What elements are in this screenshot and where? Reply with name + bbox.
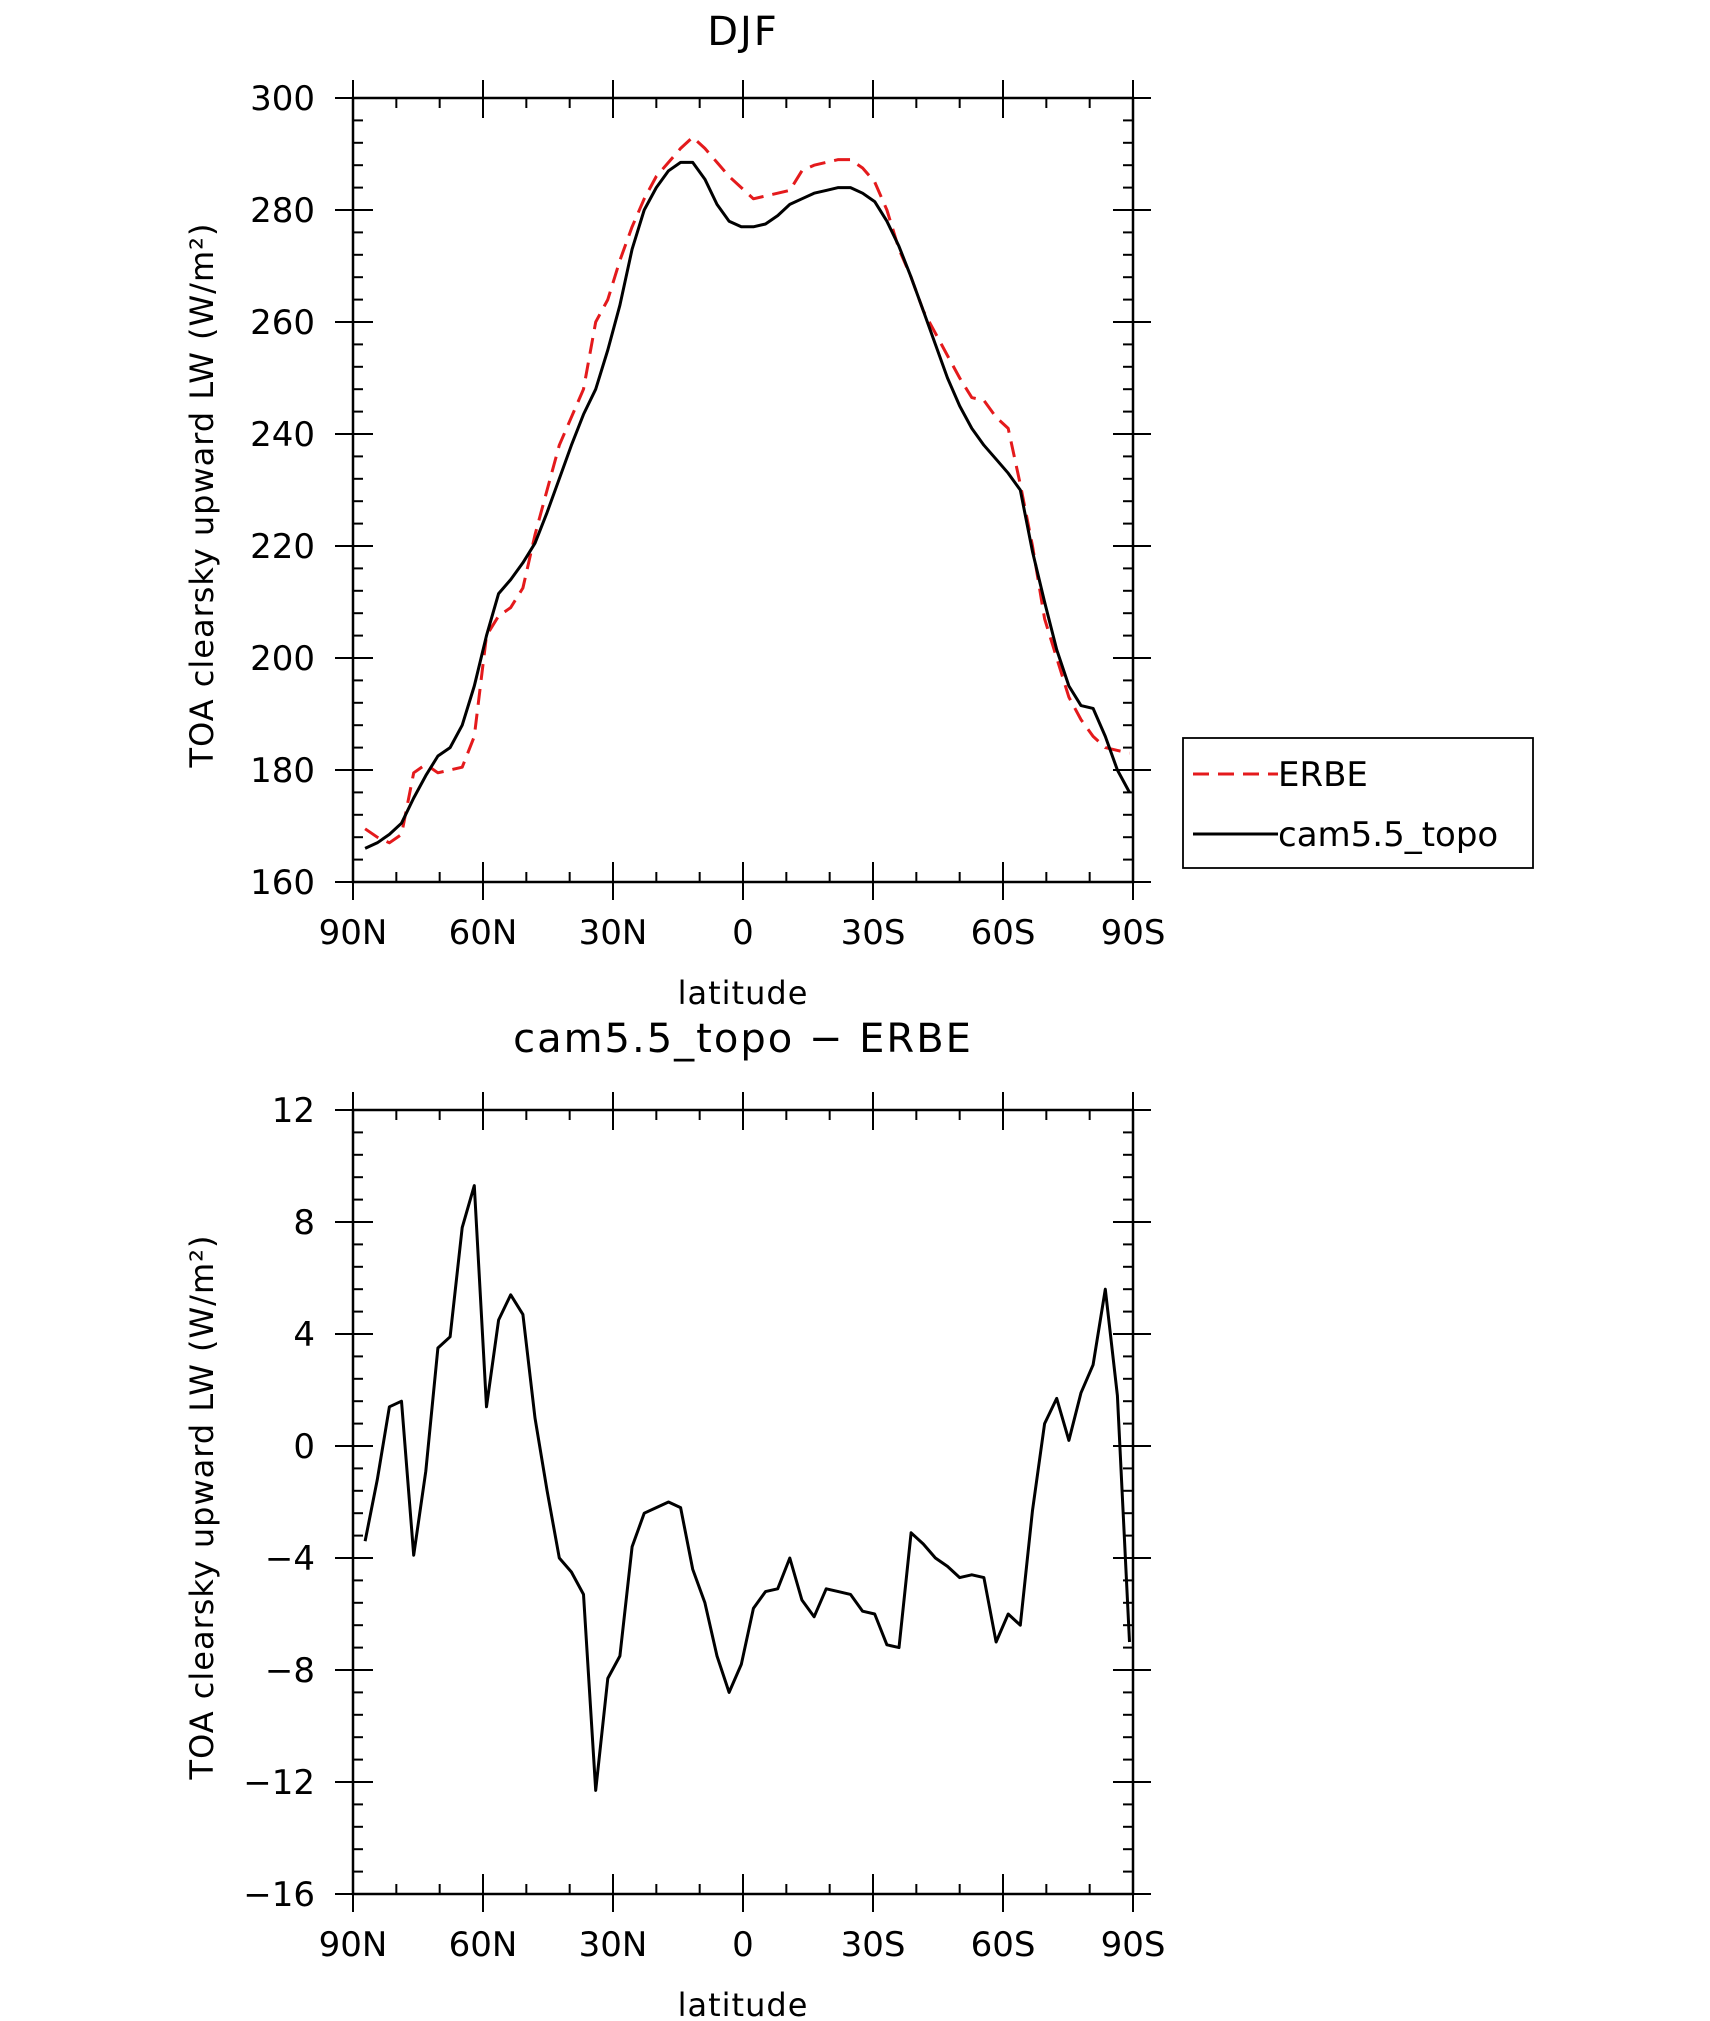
- chart-title: DJF: [707, 9, 779, 55]
- y-tick-label: 240: [250, 415, 315, 455]
- legend-label-cam5-5-topo: cam5.5_topo: [1278, 815, 1498, 855]
- y-axis-label: TOA clearsky upward LW (W/m²): [183, 223, 221, 769]
- plot-area: 160 180 200 220 240 260 280 300 90N 60N 30N 0 30S 60S…: [250, 79, 1165, 953]
- x-tick-label: 60N: [449, 1925, 518, 1965]
- plot-area: −16 −12 −8 −4 0 4 8 12 90N 60N 30N 0 30S 60S 90S: [243, 1091, 1165, 1965]
- y-tick-label: 4: [293, 1315, 315, 1355]
- legend-label-erbe: ERBE: [1278, 755, 1368, 795]
- x-tick-label: 60N: [449, 913, 518, 953]
- legend-box: [1182, 737, 1534, 869]
- chart-djf: DJF 160 180 200 220 240 260 280 300 90N 60N 30N 0 30…: [183, 9, 1534, 1012]
- x-tick-label: 30N: [579, 1925, 648, 1965]
- y-tick-label: 12: [272, 1091, 315, 1131]
- series-line-erbe: [364, 135, 1130, 845]
- x-axis-label: latitude: [678, 974, 809, 1012]
- chart-difference: cam5.5_topo − ERBE −16 −12 −8 −4 0 4 8 12 90N 60N…: [183, 1016, 1165, 2021]
- y-tick-label: 160: [250, 863, 315, 903]
- y-tick-label: 220: [250, 527, 315, 567]
- chart-title: cam5.5_topo − ERBE: [513, 1016, 973, 1062]
- x-tick-label: 60S: [971, 1925, 1036, 1965]
- x-tick-label: 30S: [841, 913, 906, 953]
- y-tick-label: 260: [250, 303, 315, 343]
- series-line-cam5-5-topo-erbe: [363, 1184, 1131, 1792]
- y-tick-label: −16: [243, 1875, 315, 1915]
- y-tick-label: 180: [250, 751, 315, 791]
- y-tick-label: −8: [265, 1651, 315, 1691]
- y-tick-label: 280: [250, 191, 315, 231]
- x-tick-label: 0: [732, 913, 754, 953]
- x-tick-label: 90S: [1101, 913, 1166, 953]
- y-axis-label: TOA clearsky upward LW (W/m²): [183, 1235, 221, 1781]
- plot-frame: [351, 96, 1135, 884]
- x-tick-label: 90N: [319, 1925, 388, 1965]
- y-tick-label: 200: [250, 639, 315, 679]
- x-tick-label: 90S: [1101, 1925, 1166, 1965]
- x-tick-label: 0: [732, 1925, 754, 1965]
- y-tick-label: 8: [293, 1203, 315, 1243]
- series-line-cam5-5-topo: [364, 160, 1131, 850]
- x-tick-label: 30S: [841, 1925, 906, 1965]
- y-tick-label: −4: [265, 1539, 315, 1579]
- y-tick-label: −12: [243, 1763, 315, 1803]
- x-axis-label: latitude: [678, 1986, 809, 2021]
- x-tick-label: 90N: [319, 913, 388, 953]
- x-tick-label: 60S: [971, 913, 1036, 953]
- legend: ERBE cam5.5_topo: [1182, 737, 1534, 869]
- x-tick-label: 30N: [579, 913, 648, 953]
- y-tick-label: 300: [250, 79, 315, 119]
- y-tick-label: 0: [293, 1427, 315, 1467]
- plot-frame: [351, 1108, 1135, 1896]
